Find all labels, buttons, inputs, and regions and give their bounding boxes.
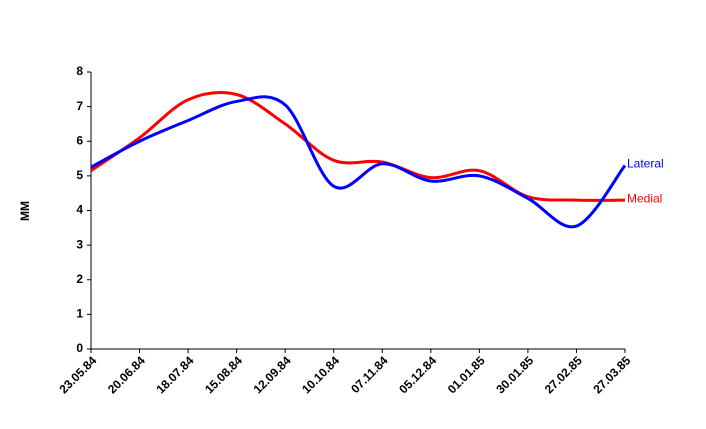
series-line	[90, 90, 626, 202]
y-tick-label: 8	[76, 64, 83, 78]
x-tick-label: 07.11.84	[348, 353, 391, 396]
x-tick-label: 10.10.84	[299, 353, 342, 396]
y-tick-label: 5	[76, 168, 83, 182]
y-tick-label: 0	[76, 341, 83, 355]
x-tick-label: 27.03.85	[590, 353, 633, 396]
x-tick-label: 05.12.84	[396, 353, 439, 396]
x-tick-label: 15.08.84	[202, 353, 245, 396]
x-tick-label: 12.09.84	[251, 353, 294, 396]
legend-label: Medial	[627, 191, 662, 205]
x-tick-label: 23.05.84	[56, 353, 99, 396]
y-tick-label: 1	[76, 307, 83, 321]
x-tick-label: 01.01.85	[445, 353, 488, 396]
x-tick-label: 20.06.84	[105, 353, 148, 396]
legend-label: Lateral	[627, 157, 664, 171]
x-tick-label: 30.01.85	[493, 353, 536, 396]
y-tick-label: 2	[76, 272, 83, 286]
x-tick-label: 27.02.85	[542, 353, 585, 396]
x-tick-label: 18.07.84	[154, 353, 197, 396]
y-tick-label: 3	[76, 237, 83, 251]
series-line	[90, 95, 627, 229]
y-tick-label: 6	[76, 133, 83, 147]
y-tick-label: 4	[76, 203, 83, 217]
y-axis-label: MM	[18, 201, 32, 221]
y-tick-label: 7	[76, 99, 83, 113]
